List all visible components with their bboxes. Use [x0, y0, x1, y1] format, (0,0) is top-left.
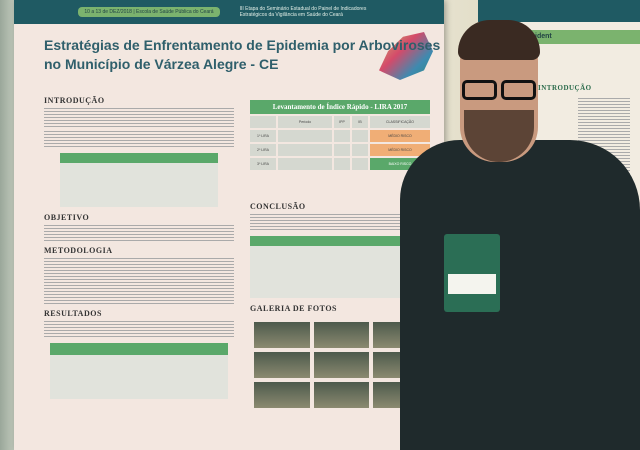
results-table — [50, 343, 228, 399]
dark-shirt — [400, 140, 640, 450]
poster: 10 a 13 de DEZ/2018 | Escola de Saúde Pú… — [14, 0, 444, 450]
lira-row: 2º LIRA MÉDIO RISCO — [250, 144, 430, 156]
photo — [313, 322, 370, 348]
lira-row: 3º LIRA BAIXO RISCO — [250, 158, 430, 170]
lira-header-row: Período IPP IB CLASSIFICAÇÃO — [250, 116, 430, 128]
section-conclusion: CONCLUSÃO — [250, 202, 306, 211]
lira-header-cell: IPP — [334, 116, 350, 128]
lira-header-cell — [250, 116, 276, 128]
lira-header-cell: Período — [278, 116, 332, 128]
lira-header-cell: IB — [352, 116, 368, 128]
photo — [254, 382, 310, 408]
lira-table: Levantamento de Índice Rápido - LIRA 201… — [250, 100, 430, 170]
cases-table — [60, 153, 218, 207]
photo — [313, 382, 370, 408]
event-name: III Etapa do Seminário Estadual do Paine… — [239, 6, 367, 18]
glasses — [462, 80, 536, 100]
lira-title: Levantamento de Índice Rápido - LIRA 201… — [250, 100, 430, 114]
left-column: INTRODUÇÃO OBJETIVO METODOLOGIA RESULTAD… — [44, 96, 234, 403]
lira-header-cell: CLASSIFICAÇÃO — [370, 116, 430, 128]
name-badge — [444, 234, 500, 312]
section-results: RESULTADOS — [44, 309, 102, 318]
photo — [254, 322, 310, 348]
hair — [458, 20, 540, 60]
photo — [254, 352, 310, 378]
person — [400, 20, 640, 450]
section-intro: INTRODUÇÃO — [44, 96, 105, 105]
section-gallery: GALERIA DE FOTOS — [250, 304, 337, 313]
poster-banner: 10 a 13 de DEZ/2018 | Escola de Saúde Pú… — [14, 0, 444, 24]
section-objective: OBJETIVO — [44, 213, 90, 222]
poster-title: Estratégias de Enfrentamento de Epidemia… — [44, 37, 441, 72]
event-dates: 10 a 13 de DEZ/2018 | Escola de Saúde Pú… — [78, 7, 220, 17]
lira-row: 1º LIRA MÉDIO RISCO — [250, 130, 430, 142]
photo — [313, 352, 370, 378]
adjacent-section-intro: INTRODUÇÃO — [538, 84, 592, 92]
section-method: METODOLOGIA — [44, 246, 113, 255]
